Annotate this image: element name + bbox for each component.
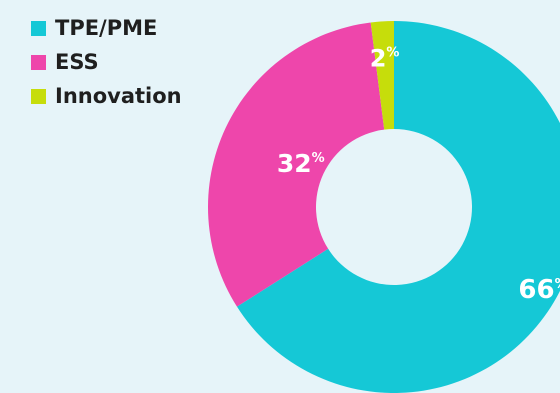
legend-label-innovation: Innovation xyxy=(55,84,182,108)
legend-label-ess: ESS xyxy=(55,50,99,74)
donut-slice-tpe-pme xyxy=(236,21,560,393)
legend-swatch-innovation xyxy=(31,88,46,104)
legend-label-tpe-pme: TPE/PME xyxy=(55,16,158,40)
donut-slice-ess xyxy=(208,22,385,307)
data-label-tpe-pme: 66% xyxy=(518,275,560,305)
legend-swatch-ess xyxy=(31,54,46,70)
donut-slice-innovation xyxy=(370,21,394,130)
data-label-innovation: 2% xyxy=(370,44,400,72)
legend-item-innovation: Innovation xyxy=(31,82,182,110)
legend-item-tpe-pme: TPE/PME xyxy=(31,14,182,42)
data-label-ess: 32% xyxy=(277,149,325,178)
legend-swatch-tpe-pme xyxy=(31,20,46,36)
chart-legend: TPE/PME ESS Innovation xyxy=(31,14,182,116)
legend-item-ess: ESS xyxy=(31,48,182,76)
